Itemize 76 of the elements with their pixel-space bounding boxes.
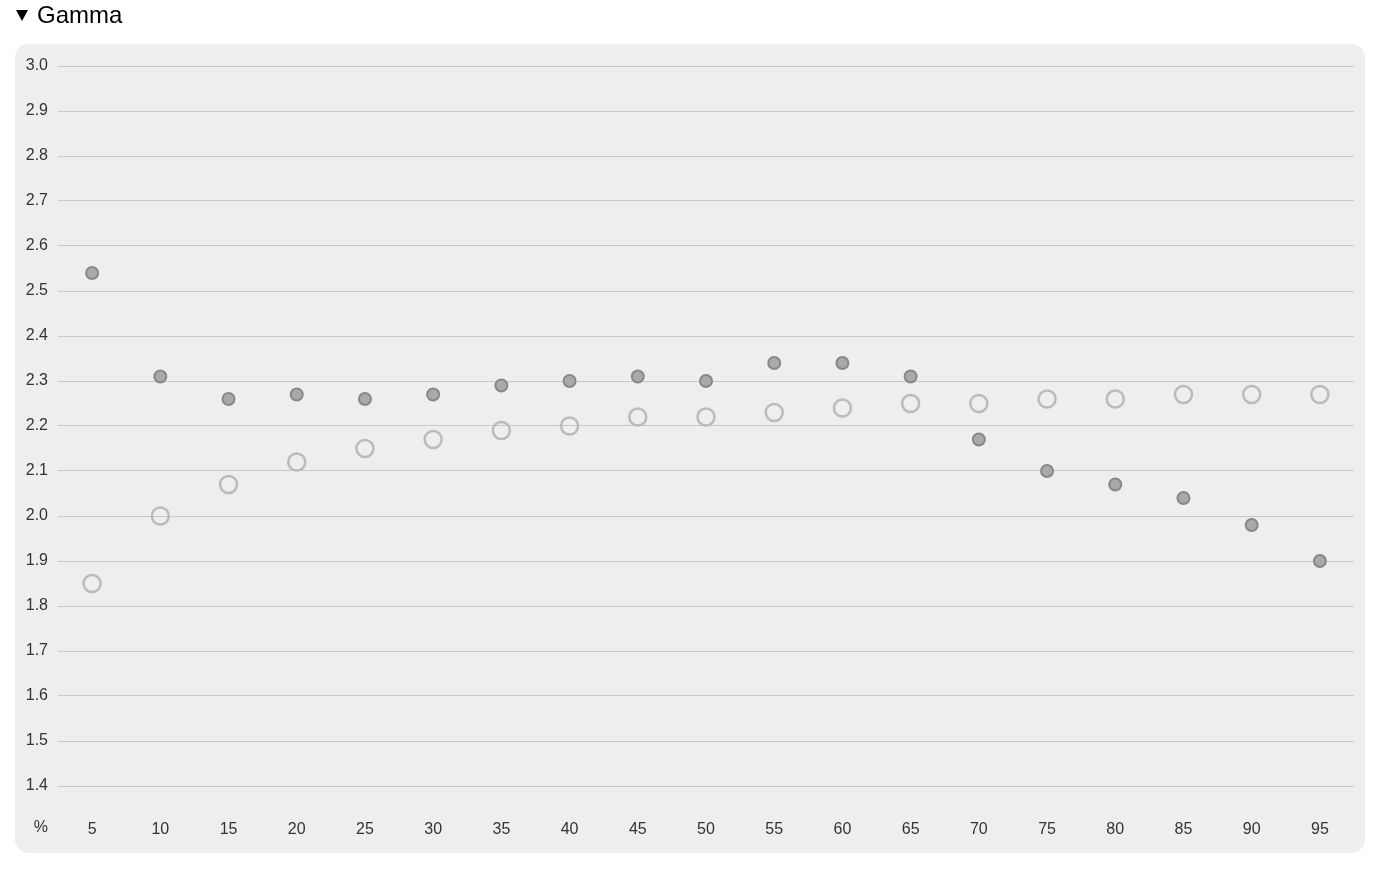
point [218,474,239,495]
point [1040,464,1055,478]
y-tick-label: 1.7 [25,641,49,659]
x-tick-label: 30 [424,820,443,838]
y-tick-label: 2.6 [25,236,49,254]
point [903,369,918,384]
y-tick-label: 1.5 [25,731,49,749]
x-tick-label: 85 [1174,820,1193,838]
point [767,356,782,370]
y-tick-label: 2.5 [25,281,49,299]
point [150,506,171,526]
point [630,369,645,384]
point [628,407,648,427]
point [969,393,989,414]
point [1241,384,1262,405]
x-tick-label: 65 [901,820,920,838]
point [491,420,512,441]
x-tick-label: 80 [1106,820,1125,838]
point [835,356,850,370]
y-tick-label: 2.8 [25,146,49,164]
x-tick-label: 70 [969,820,988,838]
point [764,402,784,423]
y-tick-label: 2.0 [25,506,49,524]
point [357,392,372,406]
point [832,398,853,418]
point [971,432,986,447]
x-tick-label: 75 [1038,820,1057,838]
y-tick-label: 1.8 [25,596,49,614]
y-tick-label: 2.1 [25,461,49,479]
point [1176,491,1191,505]
point [1037,389,1057,409]
point [1312,554,1327,568]
x-axis-title: % [33,818,48,836]
x-tick-label: 45 [628,820,647,838]
y-tick-label: 2.4 [25,326,49,344]
y-tick-label: 1.4 [25,776,49,794]
point [1105,389,1126,409]
point [1108,477,1123,492]
x-tick-label: 15 [219,820,238,838]
point [494,378,509,393]
x-tick-label: 90 [1242,820,1261,838]
y-tick-label: 3.0 [25,56,49,74]
point [699,374,713,388]
point [355,438,375,459]
point [423,429,443,450]
point [562,374,577,388]
point [696,407,716,427]
x-tick-label: 35 [492,820,511,838]
y-tick-label: 2.7 [25,191,49,209]
point [1244,518,1259,532]
point [426,387,441,402]
y-tick-label: 2.9 [25,101,49,119]
y-tick-label: 1.6 [25,686,49,704]
point [85,266,100,280]
point [286,452,307,472]
x-tick-label: 50 [697,820,715,838]
point [82,573,102,594]
x-tick-label: 20 [287,820,306,838]
x-tick-label: 60 [833,820,852,838]
x-tick-label: 25 [356,820,374,838]
point [900,393,921,414]
point [153,369,168,384]
point [221,392,236,406]
y-tick-label: 2.2 [25,416,49,434]
x-tick-label: 40 [560,820,579,838]
chart-title: Gamma [37,1,123,29]
x-tick-label: 55 [765,820,784,838]
point [1310,384,1330,405]
x-tick-label: 10 [151,820,170,838]
point [559,416,580,436]
x-tick-label: 5 [87,820,97,838]
point [289,387,304,402]
y-tick-label: 2.3 [25,371,49,389]
point [1173,384,1194,405]
y-tick-label: 1.9 [25,551,49,569]
x-tick-label: 95 [1311,820,1329,838]
